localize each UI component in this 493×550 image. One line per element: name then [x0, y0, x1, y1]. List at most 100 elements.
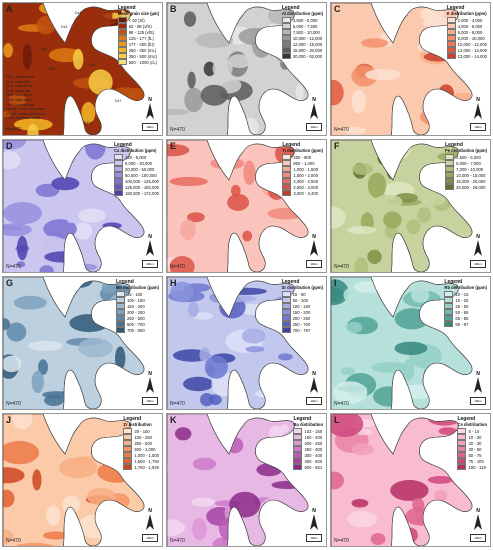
distribution-patch: [191, 497, 215, 507]
legend-swatch: [457, 452, 467, 458]
scale-bar: 10km: [142, 123, 158, 131]
legend-swatch: [444, 291, 454, 297]
legend-entry: 5,000 - 7,500: [281, 23, 323, 29]
distribution-patch: [204, 355, 228, 379]
distribution-patch: [278, 95, 289, 107]
map-legend: Legend Mn distribution (ppm) 45 - 100 100 -…: [115, 279, 159, 333]
distribution-patch: [48, 277, 70, 295]
legend-swatch: [445, 178, 455, 184]
panel-label: I: [334, 278, 337, 288]
legend-entry-label: 700 - 797: [292, 327, 311, 333]
estuary-map: [167, 3, 309, 135]
distribution-patch: [331, 79, 344, 106]
distribution-patch: [8, 93, 27, 106]
estuary-outline: [3, 140, 145, 272]
legend-entry: 62 - 88 (vfS): [117, 23, 159, 29]
panel-label: H: [170, 278, 177, 288]
legend-title: Legend: [115, 279, 134, 285]
legend-entry-label: 10,000 - 12,000: [292, 35, 323, 41]
distribution-patch: [412, 498, 425, 512]
estuary-outline: [331, 277, 473, 409]
distribution-patch: [373, 386, 405, 407]
distribution-patch: [361, 38, 389, 48]
distribution-patch: [430, 250, 447, 258]
legend-entry: 65 - 85: [444, 315, 487, 321]
distribution-patch: [169, 176, 208, 187]
legend-swatch: [281, 327, 291, 333]
legend-entry: 177 - 250 (fU): [117, 41, 159, 47]
legend-entry-label: 7,000 - 10,000: [456, 166, 484, 172]
map-panel-h: H Legend Sr distribution (ppm) 15 - 50 50 - …: [166, 276, 327, 410]
legend-subtitle: Ba distribution: [293, 422, 323, 427]
zone-label: Dz3: [61, 25, 68, 29]
scale-bar: 10km: [470, 123, 486, 131]
legend-entry-label: 100 - 150: [292, 303, 311, 309]
distribution-patch: [167, 108, 190, 116]
panel-label: K: [170, 415, 177, 425]
legend-entry-label: 1,000 - 1,500: [293, 166, 319, 172]
legend-entry-label: 45 - 100: [126, 291, 143, 297]
estuary-map: [167, 277, 309, 409]
distribution-patch: [406, 219, 421, 235]
legend-entry-label: 20,000 - 82,000: [292, 53, 323, 59]
legend-entry: 45 - 100: [115, 291, 159, 297]
legend-entry: 700 - 900: [115, 327, 159, 333]
legend-swatch: [457, 434, 467, 440]
legend-swatch: [281, 23, 291, 29]
sample-count: N=470: [6, 538, 21, 544]
distribution-patch: [343, 287, 358, 303]
legend-entry-label: 500 - 700: [126, 321, 145, 327]
legend-swatch: [281, 29, 291, 35]
legend-entry-label: 120 - 5,000: [125, 154, 147, 160]
distribution-patch: [380, 3, 393, 10]
distribution-patch: [241, 328, 266, 344]
distribution-patch: [371, 362, 409, 373]
distribution-patch: [390, 479, 429, 501]
distribution-patch: [3, 355, 22, 373]
abbreviation-entry: Dz6: tidal inlet: [6, 96, 32, 102]
legend-entry: 5,000 - 20,000: [114, 160, 159, 166]
legend-entry: 8,000 - 10,000: [446, 35, 487, 41]
legend-entry-label: 3,500 - 5,000: [292, 17, 318, 23]
distribution-patch: [278, 353, 293, 361]
legend-entry: 150 - 200: [115, 303, 159, 309]
distribution-patch: [78, 208, 106, 223]
legend-entry-label: 125 - 177 (fL): [128, 35, 154, 41]
legend-entry-label: 350 - 500 (mU): [128, 53, 157, 59]
legend-entry: 25 - 50: [444, 303, 487, 309]
legend-entry: 12,000 - 13,000: [446, 47, 487, 53]
scale-bar: 10km: [306, 123, 322, 131]
legend-entry: 500 - 1000 (cL): [117, 59, 159, 65]
distribution-patch: [183, 376, 214, 392]
distribution-patch: [3, 202, 42, 225]
estuary-outline: [167, 140, 309, 272]
legend-swatch: [117, 53, 127, 59]
legend-title: Legend: [444, 279, 463, 285]
distribution-patch: [242, 230, 253, 242]
legend-entry: 300 - 400: [293, 452, 323, 458]
legend-entry: 13,000 - 14,000: [446, 53, 487, 59]
legend-entry: 125 - 177 (fL): [117, 35, 159, 41]
distribution-patch: [227, 287, 267, 295]
distribution-patch: [383, 211, 402, 229]
distribution-patch: [451, 121, 461, 135]
legend-entry-label: 5,000 - 7,500: [292, 23, 318, 29]
legend-entry-label: 250 - 500: [126, 315, 145, 321]
legend-entry-label: 88 - 125 (vfS): [128, 29, 155, 35]
distribution-patch: [195, 32, 234, 48]
distribution-patch: [3, 151, 21, 170]
distribution-patch: [175, 427, 192, 441]
estuary-outline: [331, 3, 473, 135]
legend-swatch: [117, 29, 127, 35]
map-panel-f: F Legend Fe distribution (ppm) 2,500 - 5,00…: [330, 139, 491, 273]
distribution-patch: [3, 318, 11, 331]
distribution-patch: [394, 308, 430, 330]
abbreviation-entry: Dz3: mixed flat: [6, 83, 33, 89]
distribution-patch: [255, 389, 286, 399]
distribution-patch: [367, 172, 387, 198]
distribution-patch: [192, 517, 207, 541]
legend-entry: 250 - 350 (mL): [117, 47, 159, 53]
legend-entry: 500 - 1,000: [123, 446, 159, 452]
distribution-patch: [31, 370, 44, 394]
legend-swatch: [444, 321, 454, 327]
